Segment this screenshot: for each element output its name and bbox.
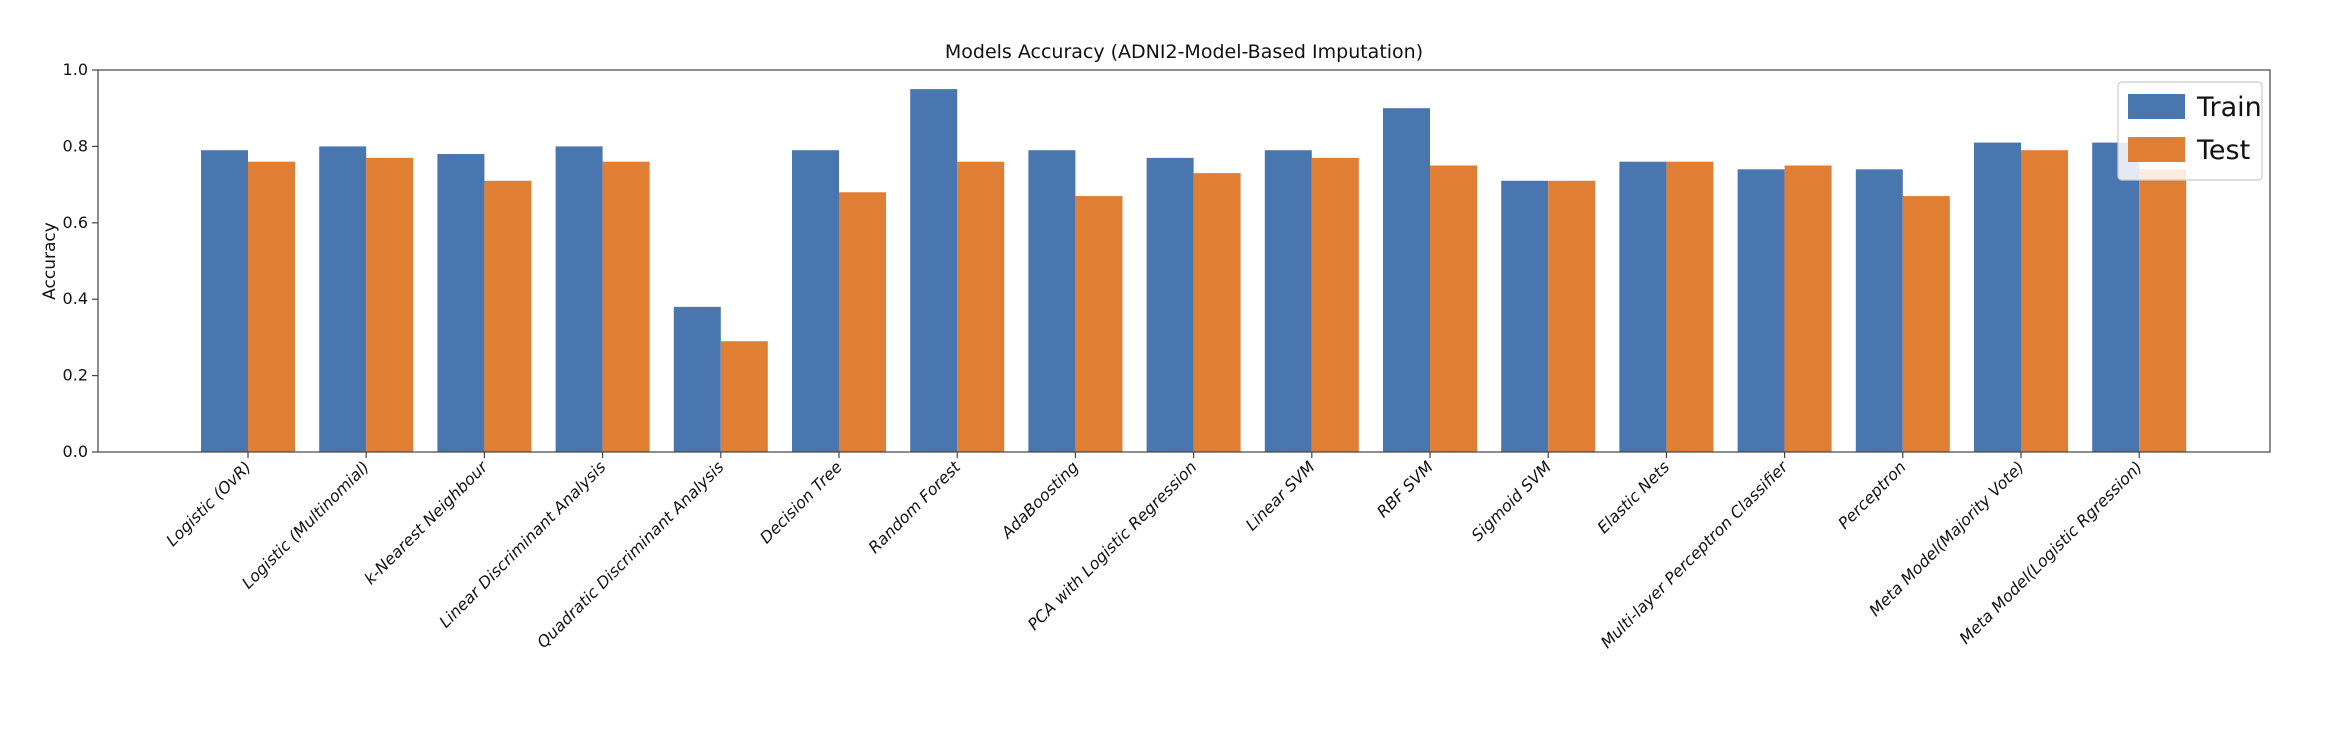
- bar-test: [839, 192, 886, 453]
- bars-group: [201, 89, 2187, 453]
- y-tick-label: 0.2: [63, 366, 88, 385]
- x-tick-label: Elastic Nets: [1594, 457, 1674, 537]
- bar-train: [437, 154, 485, 453]
- x-tick-label: Random Forest: [865, 457, 965, 557]
- x-tick-label: Sigmoid SVM: [1468, 457, 1556, 545]
- x-axis: Logistic (OvR)Logistic (Multinomial)k-Ne…: [162, 452, 2146, 652]
- bar-test: [1902, 196, 1950, 452]
- x-tick-label: Linear SVM: [1242, 457, 1319, 534]
- y-tick-label: 1.0: [63, 60, 88, 79]
- x-tick-label: RBF SVM: [1373, 457, 1437, 521]
- y-tick-label: 0.4: [63, 289, 88, 308]
- y-tick-label: 0.6: [63, 213, 88, 232]
- bar-train: [1146, 157, 1194, 453]
- bar-train: [2092, 142, 2140, 452]
- bar-test: [248, 161, 295, 452]
- bar-test: [1784, 165, 1832, 452]
- bar-test: [366, 157, 414, 453]
- bar-train: [555, 146, 603, 452]
- legend-swatch-test: [2128, 137, 2185, 162]
- x-tick-label: Meta Model(Logistic Rgression): [1956, 457, 2146, 647]
- bar-train: [1737, 169, 1785, 452]
- x-tick-label: Multi-layer Perceptron Classifier: [1597, 456, 1793, 652]
- chart-title: Models Accuracy (ADNI2-Model-Based Imput…: [945, 41, 1423, 63]
- bar-train: [1028, 150, 1076, 452]
- x-tick-label: AdaBoosting: [997, 457, 1082, 542]
- bar-train: [1264, 150, 1312, 452]
- x-tick-label: Quadratic Discriminant Analysis: [533, 457, 727, 651]
- legend: Train Test: [2117, 81, 2263, 181]
- y-axis-label: Accuracy: [40, 222, 60, 300]
- y-axis: 0.0 0.2 0.4 0.6 0.8 1.0: [63, 60, 98, 461]
- bar-train: [1855, 169, 1903, 452]
- x-tick-label: Logistic (OvR): [162, 457, 255, 550]
- bar-train: [792, 150, 839, 452]
- legend-label-test: Test: [2196, 135, 2250, 166]
- bar-test: [1311, 157, 1359, 453]
- bar-test: [2139, 169, 2187, 452]
- bar-train: [673, 306, 721, 452]
- bar-test: [2021, 150, 2068, 452]
- bar-train: [201, 150, 248, 452]
- legend-label-train: Train: [2196, 92, 2262, 123]
- bar-test: [720, 341, 768, 452]
- bar-train: [910, 89, 958, 452]
- bar-test: [1666, 161, 1714, 452]
- legend-swatch-train: [2128, 94, 2185, 119]
- y-tick-label: 0.0: [63, 442, 88, 461]
- bar-train: [1501, 180, 1549, 452]
- bar-test: [957, 161, 1005, 452]
- x-tick-label: Perceptron: [1834, 457, 1909, 532]
- bar-test: [484, 180, 532, 452]
- bar-train: [1974, 142, 2021, 452]
- bar-train: [319, 146, 367, 452]
- bar-test: [1075, 196, 1123, 452]
- bar-test: [1548, 180, 1596, 452]
- x-tick-label: Decision Tree: [756, 457, 846, 547]
- x-tick-label: Logistic (Multinomial): [238, 457, 373, 592]
- y-tick-label: 0.8: [63, 136, 88, 155]
- bar-train: [1619, 161, 1667, 452]
- bar-test: [1430, 165, 1477, 452]
- bar-test: [1193, 173, 1241, 452]
- bar-train: [1383, 108, 1430, 452]
- bar-test: [602, 161, 650, 452]
- plot-frame: [97, 69, 2271, 453]
- x-tick-label: k-Nearest Neighbour: [360, 456, 492, 588]
